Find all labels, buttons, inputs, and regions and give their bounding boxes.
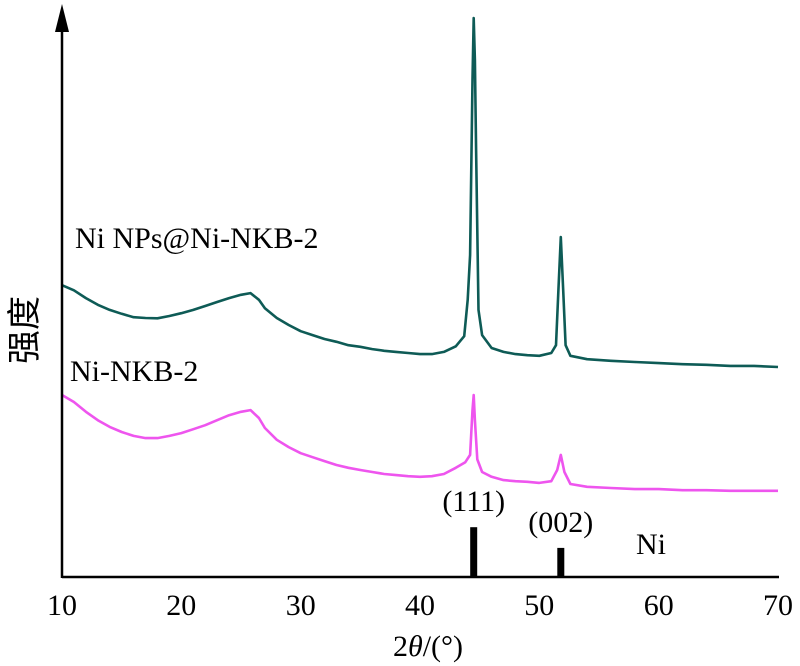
x-tick-label-6: 70: [763, 589, 793, 622]
peak-label-0: (111): [442, 485, 505, 518]
x-tick-label-2: 30: [286, 589, 316, 622]
reference-pattern: (111) (002): [442, 485, 593, 577]
y-axis-label: 强度: [6, 296, 44, 364]
x-axis-label: 2θ/(°): [393, 630, 463, 663]
y-axis-arrow-icon: [55, 4, 69, 32]
x-tick-label-4: 50: [524, 589, 554, 622]
x-label-part: 2: [393, 630, 408, 663]
x-tick-label-1: 20: [166, 589, 196, 622]
reference-bar-0: [470, 527, 478, 577]
series-label-ni-nkb: Ni-NKB-2: [70, 355, 198, 388]
series-layer: [61, 16, 779, 493]
x-tick-label-3: 40: [405, 589, 435, 622]
series-label-ni-nps: Ni NPs@Ni-NKB-2: [75, 222, 318, 255]
x-label-part: /(°): [423, 630, 463, 663]
series-line-0: [61, 16, 779, 369]
series-line-1: [61, 393, 778, 493]
x-tick-label-5: 60: [644, 589, 674, 622]
reference-name: Ni: [636, 528, 666, 561]
peak-label-1: (002): [528, 506, 593, 539]
reference-bar-1: [557, 547, 565, 577]
x-tick-label-0: 10: [47, 589, 77, 622]
x-label-theta: θ: [408, 630, 423, 663]
x-tick-labels: 10 20 30 40 50 60 70: [47, 589, 793, 622]
